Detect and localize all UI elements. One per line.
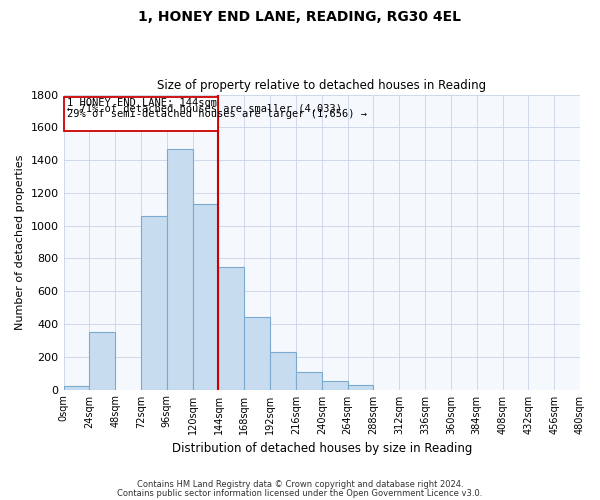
Bar xyxy=(296,372,322,390)
Text: 29% of semi-detached houses are larger (1,656) →: 29% of semi-detached houses are larger (… xyxy=(67,110,367,120)
Bar xyxy=(270,352,296,390)
Title: Size of property relative to detached houses in Reading: Size of property relative to detached ho… xyxy=(157,79,487,92)
Text: Contains HM Land Registry data © Crown copyright and database right 2024.: Contains HM Land Registry data © Crown c… xyxy=(137,480,463,489)
Bar xyxy=(244,318,270,390)
Bar xyxy=(167,148,193,390)
Bar xyxy=(218,266,244,390)
Bar xyxy=(322,380,347,390)
Text: 1 HONEY END LANE: 144sqm: 1 HONEY END LANE: 144sqm xyxy=(67,98,217,108)
Bar xyxy=(64,97,218,132)
Bar xyxy=(89,332,115,390)
Text: 1, HONEY END LANE, READING, RG30 4EL: 1, HONEY END LANE, READING, RG30 4EL xyxy=(139,10,461,24)
X-axis label: Distribution of detached houses by size in Reading: Distribution of detached houses by size … xyxy=(172,442,472,455)
Text: ← 71% of detached houses are smaller (4,033): ← 71% of detached houses are smaller (4,… xyxy=(67,104,341,114)
Text: Contains public sector information licensed under the Open Government Licence v3: Contains public sector information licen… xyxy=(118,490,482,498)
Bar xyxy=(193,204,218,390)
Y-axis label: Number of detached properties: Number of detached properties xyxy=(15,154,25,330)
Bar xyxy=(64,386,89,390)
Bar xyxy=(347,384,373,390)
Bar xyxy=(141,216,167,390)
